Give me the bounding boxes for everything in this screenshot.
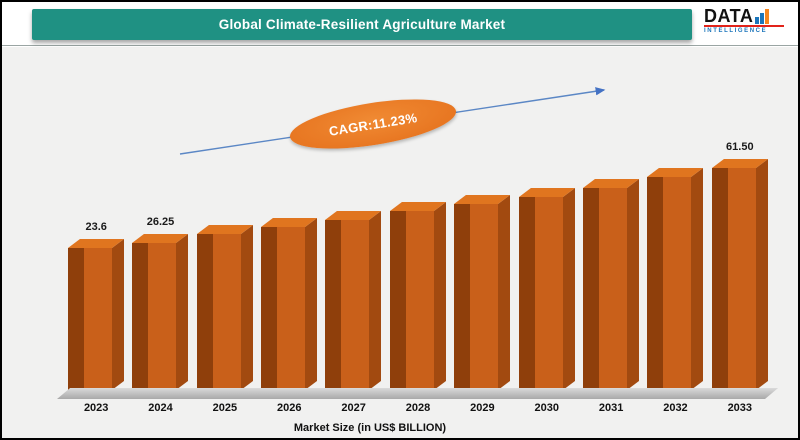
chart-floor [57, 388, 779, 399]
x-tick-label: 2028 [405, 402, 431, 414]
chart-title: Global Climate-Resilient Agriculture Mar… [218, 17, 506, 32]
header-divider-line [2, 45, 798, 46]
x-tick-label: 2027 [341, 402, 366, 414]
bar-group-2033: 61.50 [708, 62, 772, 390]
bar-data-label: 26.25 [146, 216, 175, 228]
bar-group-2028 [386, 62, 450, 390]
bar-data-label: 61.50 [726, 141, 754, 153]
logo-wordmark: DATA [704, 6, 754, 26]
bar-front-face [711, 168, 756, 390]
x-tick-label: 2025 [212, 402, 238, 414]
bar-group-2027 [321, 62, 385, 390]
bar-side-face [562, 187, 575, 390]
bar-front-face [196, 234, 241, 390]
bar-side-face [369, 210, 382, 390]
x-tick-label: 2032 [663, 402, 688, 414]
bar-front-face [325, 220, 370, 390]
bar-front-face [582, 188, 627, 390]
logo-row: DATA [704, 6, 788, 26]
bar-side-face [305, 217, 318, 390]
bar-side-face [498, 194, 511, 390]
bar-front-face [68, 248, 112, 390]
bar-front-face [518, 197, 563, 390]
bar-side-face [112, 238, 124, 390]
x-tick-label: 2031 [598, 402, 624, 414]
x-tick-label: 2024 [148, 402, 173, 414]
x-tick-label: 2026 [277, 402, 302, 414]
x-tick-label: 2023 [83, 402, 109, 414]
bar-side-face [240, 224, 253, 390]
bar-side-face [691, 167, 704, 390]
brand-logo: DATA INTELLIGENCE [704, 6, 788, 34]
bar-group-2024: 26.25 [128, 62, 192, 390]
bar-group-2026 [257, 62, 321, 390]
bar-group-2025 [193, 62, 257, 390]
bar-group-2030 [515, 62, 579, 390]
bar-group-2032 [643, 62, 707, 390]
chart-title-banner: Global Climate-Resilient Agriculture Mar… [32, 9, 692, 40]
x-tick-label: 2030 [534, 402, 559, 414]
bar-front-face [454, 204, 499, 390]
bar-side-face [176, 233, 189, 390]
bar-data-label: 23.6 [85, 221, 107, 233]
bar-group-2031 [579, 62, 643, 390]
x-axis-labels: 2023 2024 2025 2026 2027 2028 2029 2030 2031 2032… [64, 402, 772, 418]
bar-chart-logo-icon [755, 9, 770, 24]
bars-area: 23.6 26.25 61.50 [64, 62, 772, 390]
bar-side-face [755, 158, 768, 390]
logo-accent-line [704, 25, 784, 27]
bar-side-face [626, 178, 639, 390]
logo-tagline: INTELLIGENCE [704, 28, 768, 34]
x-tick-label: 2033 [727, 402, 753, 414]
bar-group-2023: 23.6 [64, 62, 128, 390]
bar-side-face [433, 201, 446, 390]
x-tick-label: 2029 [470, 402, 495, 414]
x-axis-title: Market Size (in US$ BILLION) [293, 422, 447, 434]
bar-front-face [389, 211, 434, 390]
bar-front-face [261, 227, 306, 390]
bar-front-face [647, 177, 692, 390]
bar-front-face [132, 243, 177, 390]
bar-group-2029 [450, 62, 514, 390]
